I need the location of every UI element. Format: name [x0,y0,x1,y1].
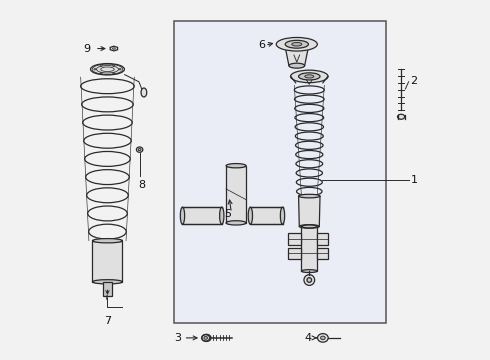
Bar [173,21,386,323]
Bar [317,248,328,259]
Ellipse shape [113,72,115,74]
Ellipse shape [320,336,325,340]
Ellipse shape [280,207,285,224]
Text: 9: 9 [83,44,91,54]
Ellipse shape [276,37,318,51]
Ellipse shape [248,207,252,224]
Text: 1: 1 [411,175,418,185]
Ellipse shape [301,225,317,228]
Text: 8: 8 [138,180,145,190]
Ellipse shape [180,207,185,224]
Ellipse shape [113,48,115,49]
Text: 3: 3 [174,333,182,343]
Ellipse shape [113,65,115,66]
Text: 4: 4 [304,333,311,343]
Ellipse shape [304,275,315,285]
Text: 5: 5 [224,209,231,219]
Ellipse shape [91,64,124,75]
Ellipse shape [202,335,210,341]
Polygon shape [285,48,308,66]
Ellipse shape [318,334,328,342]
Bar [288,248,301,259]
Bar [288,233,301,245]
Ellipse shape [220,207,224,224]
Ellipse shape [94,68,96,70]
Polygon shape [298,196,320,226]
Bar [93,241,122,282]
Bar [103,282,112,296]
Bar [301,226,317,271]
Ellipse shape [93,280,122,284]
Ellipse shape [299,225,319,228]
Bar [182,207,222,224]
Ellipse shape [292,42,302,46]
Ellipse shape [226,221,246,225]
Ellipse shape [289,63,305,68]
Ellipse shape [298,194,320,198]
Bar [226,166,246,223]
Ellipse shape [226,163,246,168]
Ellipse shape [100,65,102,66]
Ellipse shape [204,337,207,339]
Ellipse shape [307,278,312,282]
Ellipse shape [397,114,405,119]
Ellipse shape [119,68,121,70]
Ellipse shape [93,239,122,243]
Text: 7: 7 [104,316,111,327]
Text: 2: 2 [411,76,417,86]
Ellipse shape [305,75,314,78]
Ellipse shape [301,270,317,273]
Ellipse shape [291,70,328,83]
Bar [317,233,328,245]
Ellipse shape [141,88,147,97]
Text: 6: 6 [258,40,265,50]
Ellipse shape [285,40,308,48]
Polygon shape [110,46,118,51]
Ellipse shape [138,149,141,151]
Bar [250,207,283,224]
Ellipse shape [298,73,320,80]
Ellipse shape [136,147,143,152]
Ellipse shape [100,72,102,74]
